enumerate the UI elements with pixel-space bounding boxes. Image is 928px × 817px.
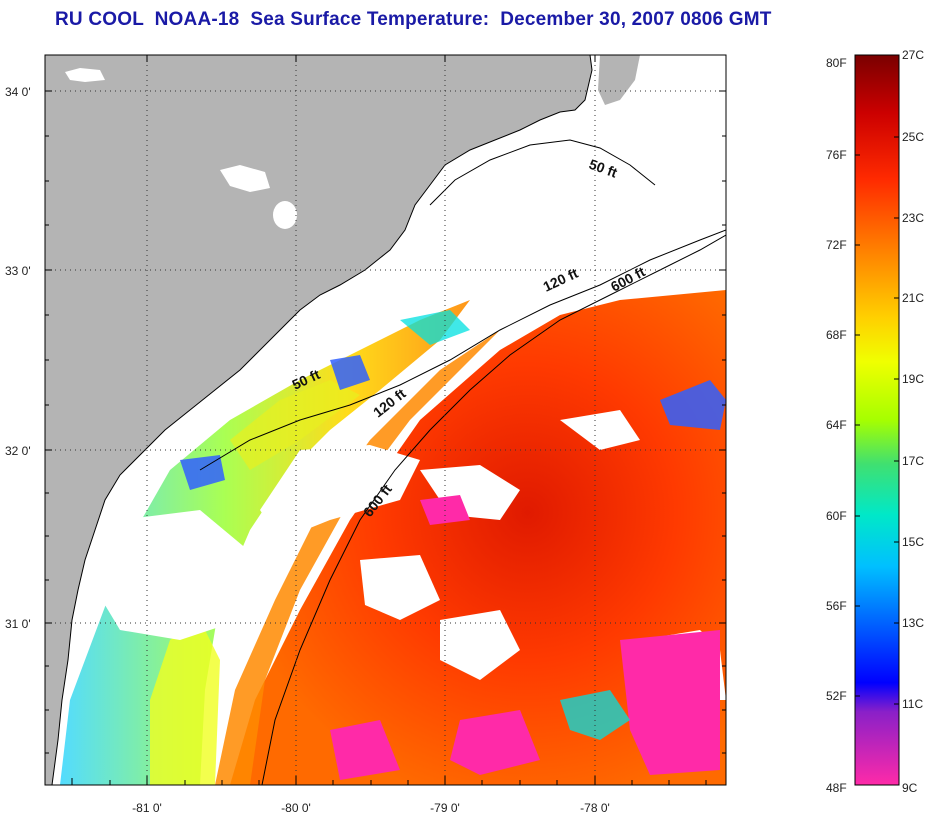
contour-120ft	[199, 229, 726, 471]
colorbar-f-label-56: 56F	[826, 599, 847, 613]
colorbar-f-label-64: 64F	[826, 418, 847, 432]
colorbar-c-label-27: 27C	[902, 48, 924, 62]
land-cape-northeast	[598, 55, 640, 105]
colorbar-c-label-13: 13C	[902, 616, 924, 630]
colorbar-c-label-17: 17C	[902, 454, 924, 468]
nearshore-yellow-water	[150, 620, 220, 785]
colorbar-c-label-23: 23C	[902, 211, 924, 225]
colorbar-c-label-19: 19C	[902, 372, 924, 386]
contour-600ft	[261, 234, 726, 785]
shelf-edge-orange-band	[215, 330, 500, 785]
colorbar-c-label-11: 11C	[902, 697, 923, 711]
contour-50ft-north	[429, 139, 656, 206]
colorbar-c-label-15: 15C	[902, 535, 924, 549]
page-title: RU COOL NOAA-18 Sea Surface Temperature:…	[55, 9, 772, 30]
coastline	[51, 55, 593, 785]
colorbar-c-label-21: 21C	[902, 291, 924, 305]
cool-eddies	[180, 355, 726, 490]
nearshore-yellow-water-2	[230, 380, 360, 470]
lat-label-31: 31 0'	[5, 617, 31, 631]
lat-label-33: 33 0'	[5, 264, 31, 278]
lon-ticks	[71, 55, 707, 785]
graticule	[45, 55, 726, 785]
lon-label-80: -80 0'	[281, 801, 311, 815]
colorbar-f-label-80: 80F	[826, 56, 847, 70]
map-frame	[44, 54, 727, 786]
cold-water-patches	[330, 495, 720, 780]
colorbar-f-label-48: 48F	[826, 781, 847, 795]
lat-label-32: 32 0'	[5, 444, 31, 458]
lon-label-79: -79 0'	[430, 801, 460, 815]
colorbar-f-label-60: 60F	[826, 509, 847, 523]
colorbar-f-label-76: 76F	[826, 148, 847, 162]
colorbar-c-label-9: 9C	[902, 781, 918, 795]
lon-label-78: -78 0'	[580, 801, 610, 815]
colorbar-f-label-72: 72F	[826, 238, 847, 252]
colorbar-ticks	[855, 136, 899, 705]
colorbar-f-label-52: 52F	[826, 689, 847, 703]
colorbar	[855, 55, 899, 785]
colorbar-c-label-25: 25C	[902, 130, 924, 144]
colorbar-frame	[854, 54, 900, 786]
lat-ticks	[45, 90, 726, 754]
colorbar-f-label-68: 68F	[826, 328, 847, 342]
lon-label-81: -81 0'	[132, 801, 162, 815]
lat-label-34: 34 0'	[5, 85, 31, 99]
land-mass	[45, 55, 592, 785]
inland-lakes	[65, 68, 297, 229]
